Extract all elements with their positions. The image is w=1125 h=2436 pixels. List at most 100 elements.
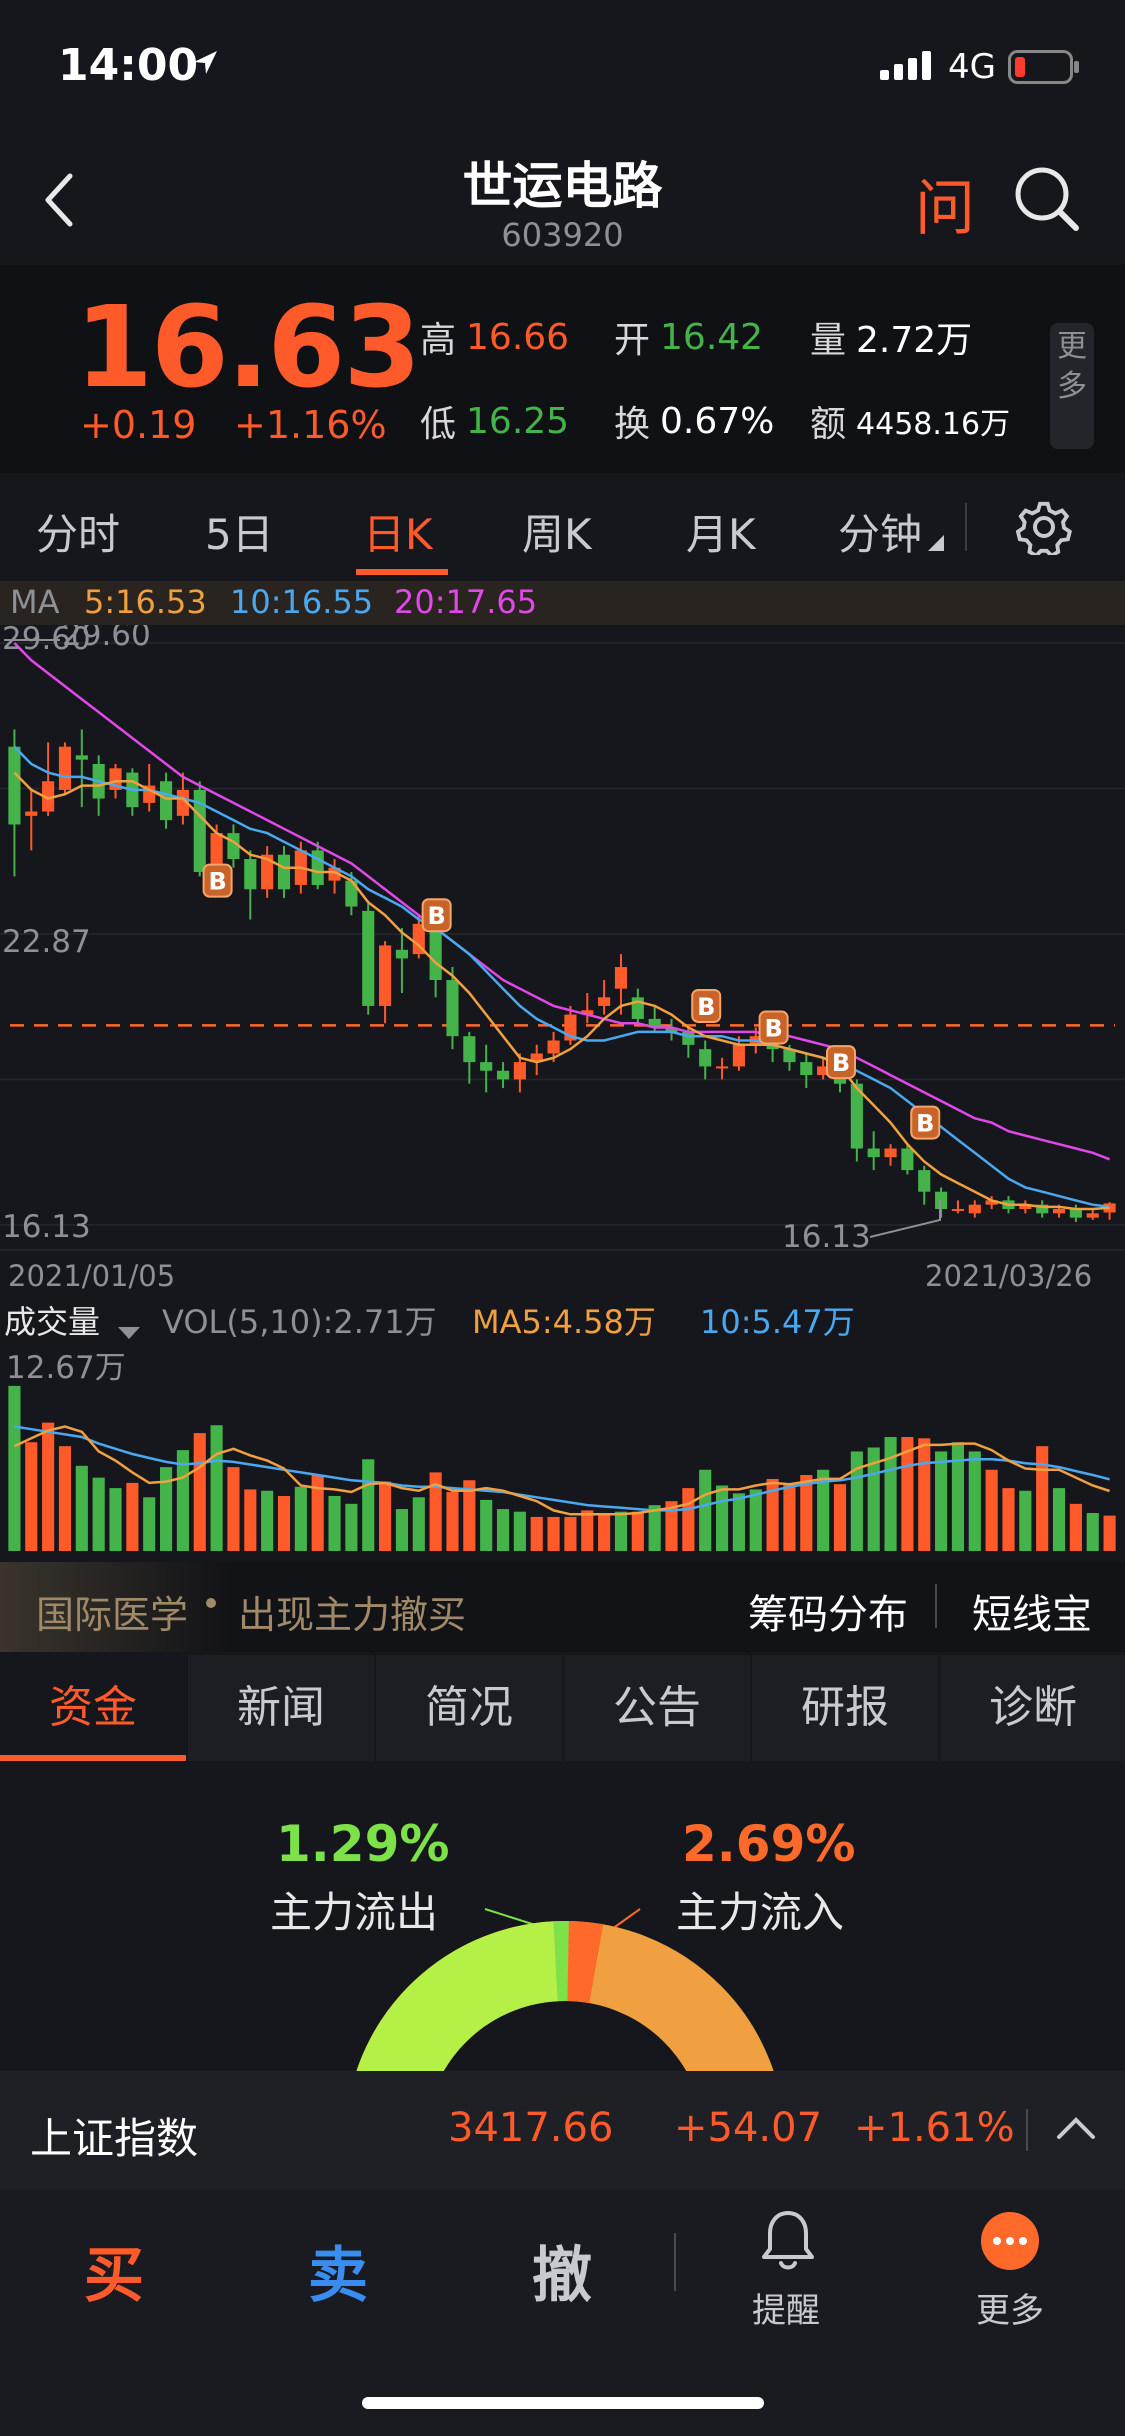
tab-funds[interactable]: 资金	[0, 1655, 186, 1761]
candle-body	[1086, 1213, 1099, 1218]
tab-overview[interactable]: 简况	[376, 1655, 562, 1761]
volume-bar	[682, 1488, 695, 1551]
buy-button[interactable]: 买	[84, 2241, 144, 2311]
index-bar[interactable]: 上证指数 3417.66 +54.07 +1.61%	[0, 2071, 1125, 2189]
buy-marker-badge	[691, 988, 722, 1023]
volume-max-label: 12.67万	[6, 1350, 126, 1386]
strip-gradient	[0, 1562, 230, 1652]
candle-body	[918, 1170, 931, 1192]
more-menu-button[interactable]: 更多	[962, 2209, 1058, 2331]
ticker-bullet	[206, 1598, 216, 1608]
more-stats-button[interactable]: 更多	[1050, 323, 1094, 449]
volume-bar	[58, 1446, 72, 1551]
search-icon[interactable]	[1012, 164, 1082, 238]
volume-indicator-select[interactable]: 成交量	[4, 1303, 101, 1341]
candle-body	[951, 1209, 965, 1212]
candle-body	[277, 854, 291, 890]
candle-body	[867, 1148, 880, 1158]
short-term-link[interactable]: 短线宝	[972, 1592, 1092, 1638]
volume-bar	[665, 1501, 678, 1551]
candle-body	[446, 980, 459, 1037]
candle-body	[547, 1040, 560, 1054]
sell-button[interactable]: 卖	[308, 2241, 368, 2311]
candle-body	[800, 1062, 813, 1076]
ma5-line	[13, 771, 1110, 1211]
tab-diagnosis[interactable]: 诊断	[940, 1655, 1125, 1761]
date-end-label: 2021/03/26	[925, 1259, 1092, 1293]
tab-intraday[interactable]: 分时	[36, 510, 121, 559]
ask-button[interactable]: 问	[915, 174, 975, 244]
chip-distribution-link[interactable]: 筹码分布	[748, 1592, 908, 1638]
back-icon[interactable]	[40, 170, 80, 234]
home-indicator	[362, 2397, 764, 2409]
ticker-event[interactable]: 出现主力撤买	[238, 1593, 467, 1637]
volume-bar	[463, 1480, 476, 1551]
volume-bar	[1052, 1488, 1066, 1551]
open-value: 16.42	[660, 316, 764, 358]
volume-bar	[42, 1422, 55, 1551]
candle-body	[58, 746, 72, 790]
volume-bar	[109, 1488, 122, 1551]
y-mid-label: 22.87	[2, 924, 91, 960]
tab-announcements[interactable]: 公告	[564, 1655, 750, 1761]
volume-stat: 量 2.72万	[810, 311, 972, 363]
volume-bar	[884, 1437, 897, 1551]
cancel-order-button[interactable]: 撤	[532, 2241, 592, 2311]
candle-body	[715, 1066, 729, 1069]
news-ticker-strip: 国际医学 出现主力撤买 筹码分布 短线宝	[0, 1562, 1125, 1652]
ticker-concept[interactable]: 国际医学	[36, 1593, 189, 1637]
volume-chart[interactable]: 12.67万	[0, 1339, 1125, 1554]
amount-label: 额	[810, 404, 847, 445]
chevron-up-icon[interactable]	[1056, 2115, 1096, 2145]
volume-bar	[766, 1478, 779, 1551]
settings-gear-icon[interactable]	[1015, 499, 1072, 559]
candle-body	[985, 1200, 998, 1205]
tab-research[interactable]: 研报	[752, 1655, 938, 1761]
candle-body	[193, 789, 206, 872]
volume-bar	[715, 1485, 729, 1551]
tab-news[interactable]: 新闻	[188, 1655, 374, 1761]
volume-bar	[833, 1484, 847, 1551]
volume-dropdown-icon[interactable]	[118, 1311, 140, 1349]
index-divider	[1026, 2109, 1028, 2151]
buy-marker-badge	[758, 1010, 789, 1045]
tab-daily-k[interactable]: 日K	[363, 510, 433, 559]
candle-body	[901, 1148, 914, 1171]
tab-minute[interactable]: 分钟	[838, 510, 923, 559]
buy-marker-label: B	[916, 1110, 934, 1138]
stock-code: 603920	[501, 216, 624, 254]
volume-bar	[547, 1516, 560, 1551]
status-bar: 14:00 4G	[0, 0, 1125, 140]
price-change-pct: +1.16%	[234, 403, 387, 447]
kline-chart[interactable]: B B B B B B 29.60 29.60 22.87 16.13 16.13 202…	[0, 625, 1125, 1295]
index-change-pct: +1.61%	[854, 2105, 1015, 2151]
current-price: 16.63	[75, 283, 421, 413]
inflow-pct: 2.69%	[682, 1815, 856, 1873]
candle-body	[345, 880, 358, 907]
candle-body	[379, 945, 392, 1006]
volume-header: 成交量 VOL(5,10):2.71万 MA5:4.58万 10:5.47万	[0, 1295, 1125, 1341]
volume-bar	[362, 1459, 375, 1551]
inflow-leader-line	[611, 1908, 641, 1930]
location-arrow-icon	[190, 48, 220, 82]
candle-body	[968, 1204, 981, 1214]
volume-bar	[210, 1425, 223, 1551]
active-tab-underline	[356, 569, 448, 575]
candle-body	[176, 789, 189, 816]
volume-bar	[75, 1465, 88, 1551]
low-stat: 低 16.25	[420, 395, 569, 447]
fund-flow-donut[interactable]	[0, 1761, 1125, 2071]
buy-marker: B	[758, 1010, 789, 1045]
tab-5day[interactable]: 5日	[205, 510, 274, 559]
volume-bar	[951, 1442, 965, 1551]
candle-body	[598, 997, 611, 1006]
kline-gridlines	[0, 642, 1125, 1251]
alert-button[interactable]: 提醒	[740, 2209, 836, 2331]
tab-weekly-k[interactable]: 周K	[522, 510, 592, 559]
tab-monthly-k[interactable]: 月K	[686, 510, 756, 559]
donut-green-segment	[356, 1921, 558, 2071]
volume-bar	[513, 1511, 526, 1551]
more-label: 更多	[976, 2291, 1044, 2331]
buy-marker-label: B	[697, 993, 715, 1021]
volume-bar	[480, 1499, 493, 1551]
